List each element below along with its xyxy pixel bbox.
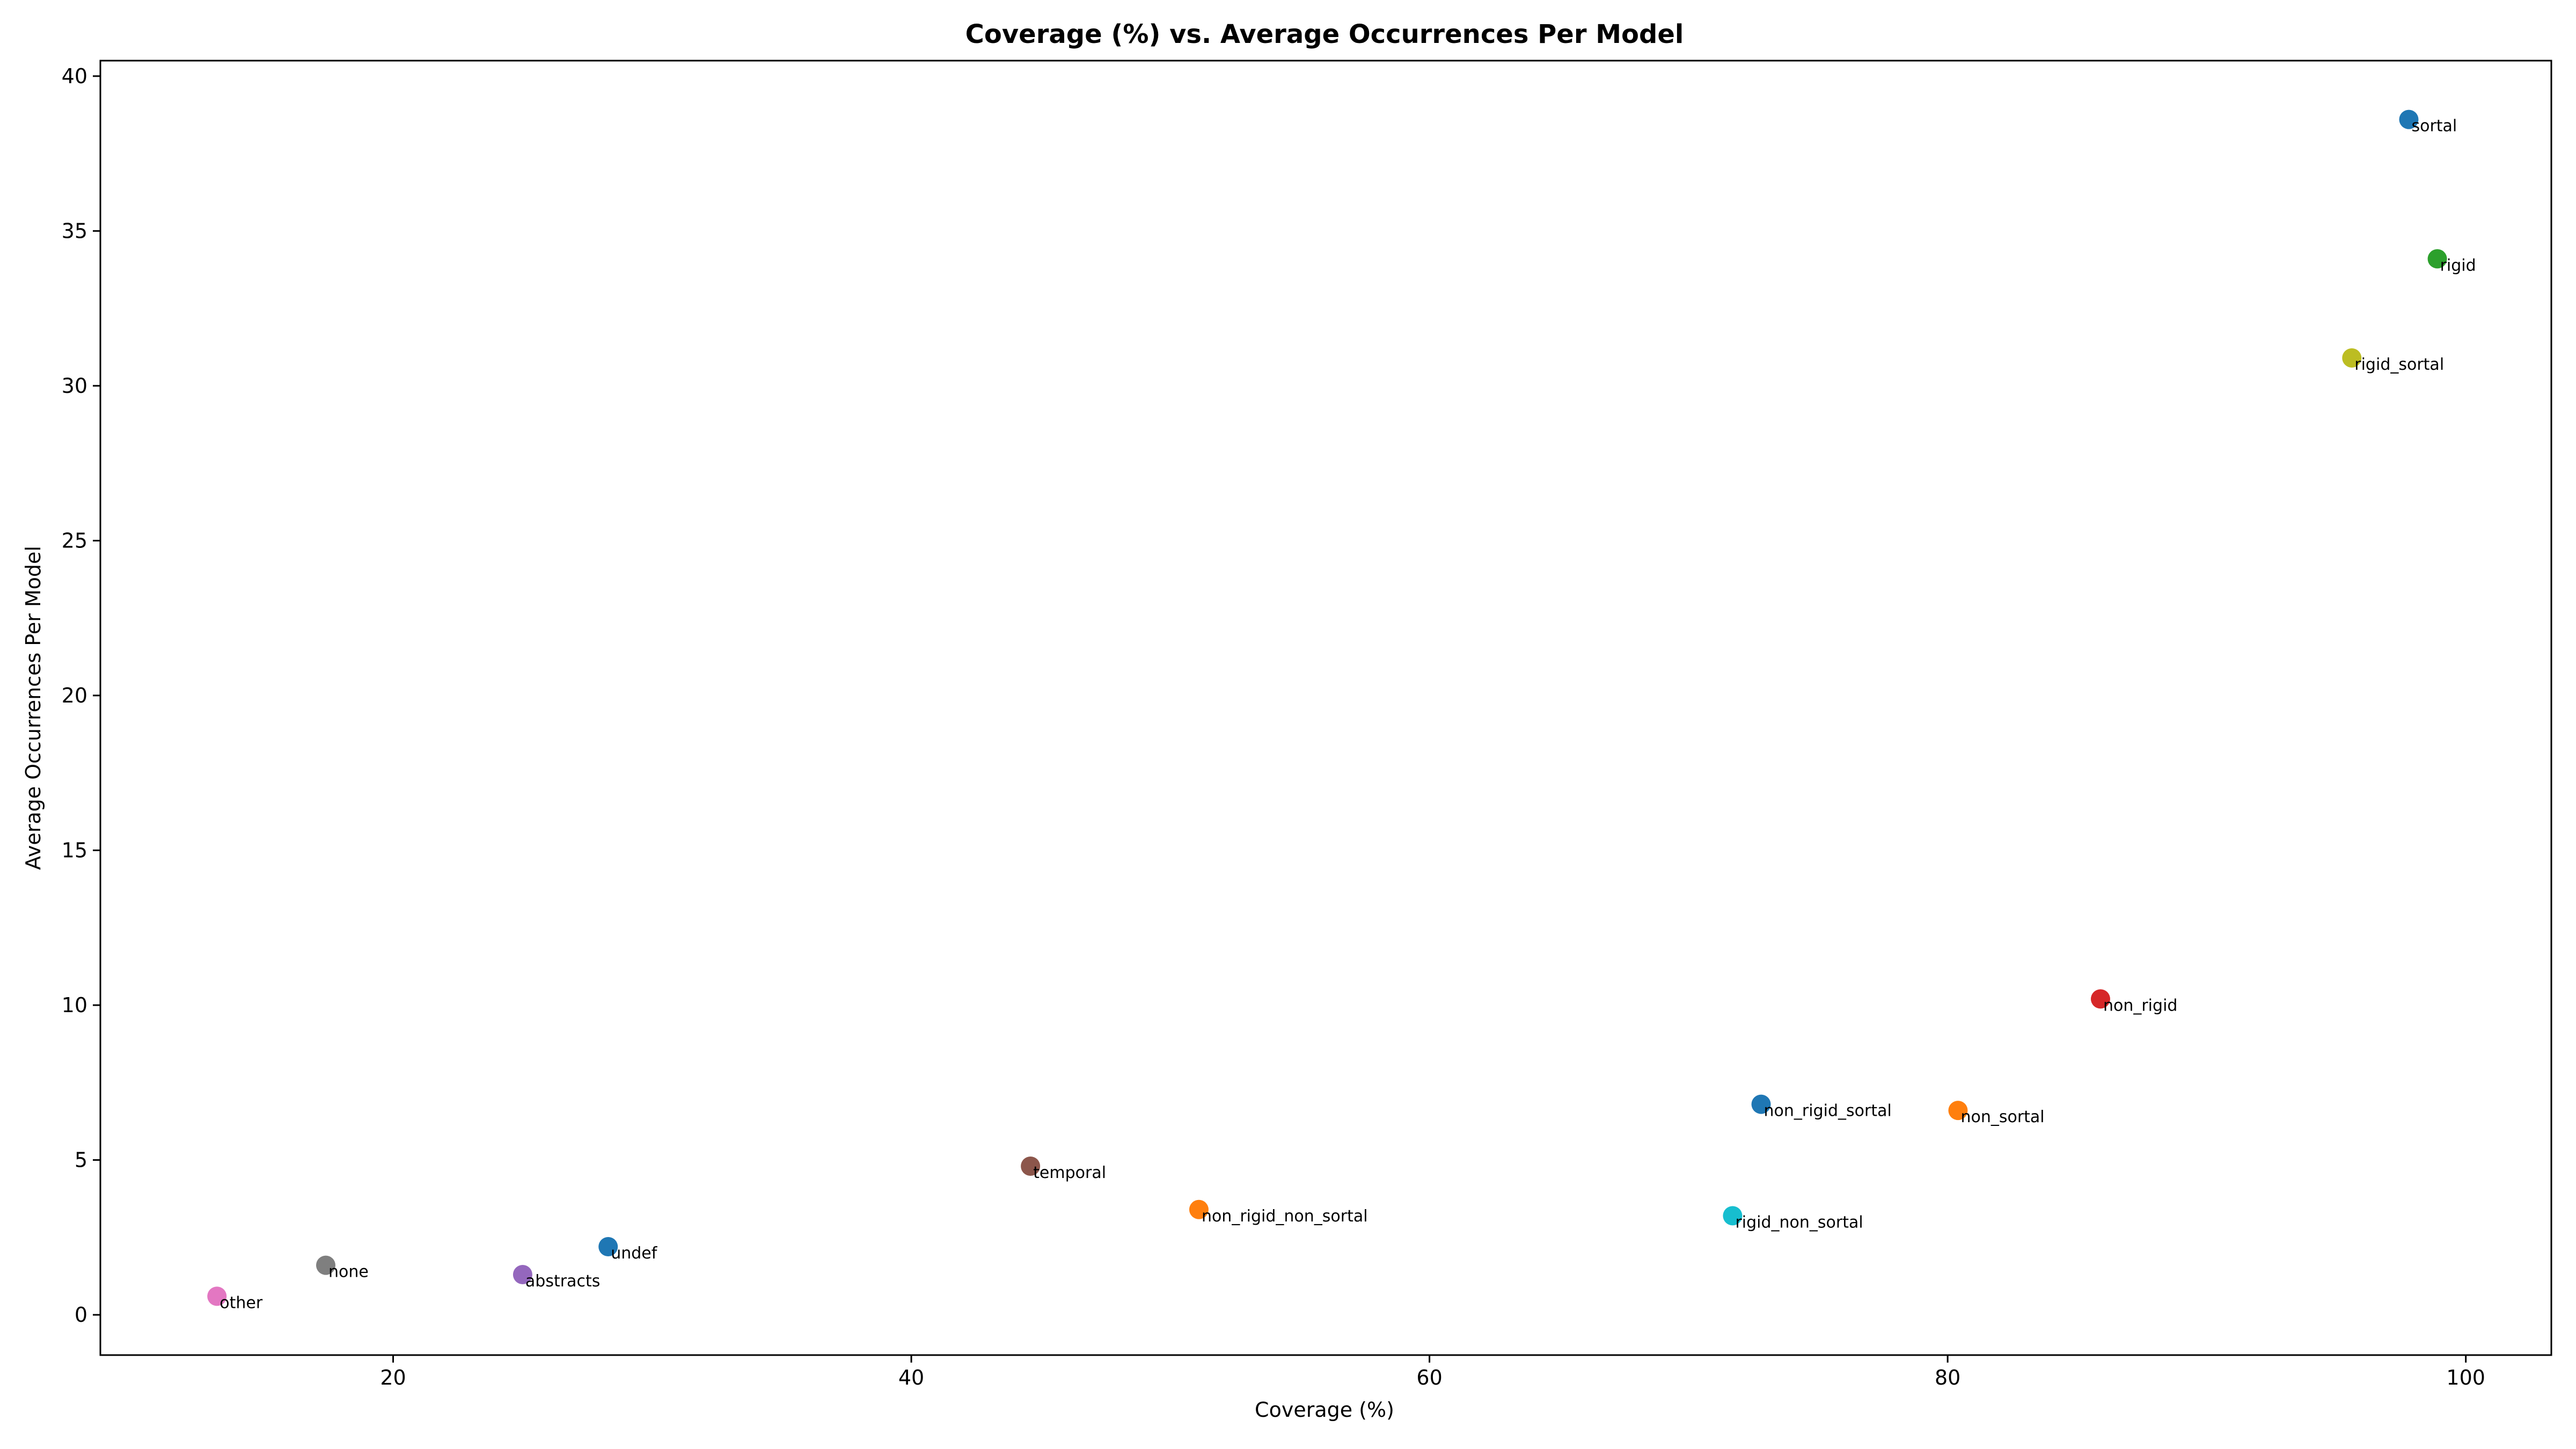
data-label-non_rigid_non_sortal: non_rigid_non_sortal [1202,1207,1368,1226]
data-point-rigid_non_sortal [1723,1206,1743,1226]
y-tick-label: 40 [62,64,87,88]
y-axis: 0 5 10 15 20 25 30 35 40 [62,64,100,1327]
data-point-rigid_sortal [2342,348,2362,368]
data-point-sortal [2399,109,2419,129]
y-tick-label: 25 [62,529,87,552]
x-tick-label: 100 [2446,1366,2485,1389]
data-label-none: none [328,1263,369,1282]
y-tick-label: 35 [62,219,87,243]
plot-area: sortal rigid rigid_sortal non_rigid non_rigi… [207,109,2476,1312]
data-point-abstracts [513,1264,532,1284]
data-point-rigid [2427,249,2447,269]
data-point-temporal [1021,1157,1041,1176]
data-label-undef: undef [611,1244,658,1263]
y-tick-label: 15 [62,838,87,862]
data-label-non_sortal: non_sortal [1960,1108,2044,1126]
y-axis-label: Average Occurrences Per Model [21,546,45,870]
y-tick-label: 5 [75,1148,87,1172]
data-point-other [207,1286,227,1306]
x-tick-label: 60 [1416,1366,1442,1389]
data-label-temporal: temporal [1033,1163,1106,1182]
data-point-undef [598,1237,618,1257]
data-label-abstracts: abstracts [525,1272,600,1291]
x-tick-label: 40 [898,1366,924,1389]
data-label-non_rigid: non_rigid [2103,996,2177,1015]
data-point-none [316,1255,336,1275]
y-tick-label: 30 [62,374,87,398]
data-label-non_rigid_sortal: non_rigid_sortal [1764,1102,1892,1121]
x-axis-label: Coverage (%) [1255,1398,1394,1422]
data-label-sortal: sortal [2411,117,2457,136]
y-tick-label: 10 [62,993,87,1017]
x-tick-label: 80 [1935,1366,1960,1389]
x-tick-label: 20 [380,1366,406,1389]
x-axis: 20 40 60 80 100 [380,1355,2485,1389]
data-point-non_sortal [1948,1101,1968,1121]
data-label-rigid: rigid [2440,256,2476,275]
y-tick-label: 20 [62,684,87,707]
data-label-other: other [219,1293,263,1312]
data-point-non_rigid [2090,989,2110,1009]
plot-frame [99,60,2552,1356]
chart-title: Coverage (%) vs. Average Occurrences Per… [965,19,1684,49]
data-label-rigid_sortal: rigid_sortal [2354,355,2444,374]
data-point-non_rigid_sortal [1751,1094,1771,1114]
y-tick-label: 0 [75,1303,87,1327]
data-point-non_rigid_non_sortal [1189,1199,1209,1219]
data-label-rigid_non_sortal: rigid_non_sortal [1735,1213,1863,1232]
